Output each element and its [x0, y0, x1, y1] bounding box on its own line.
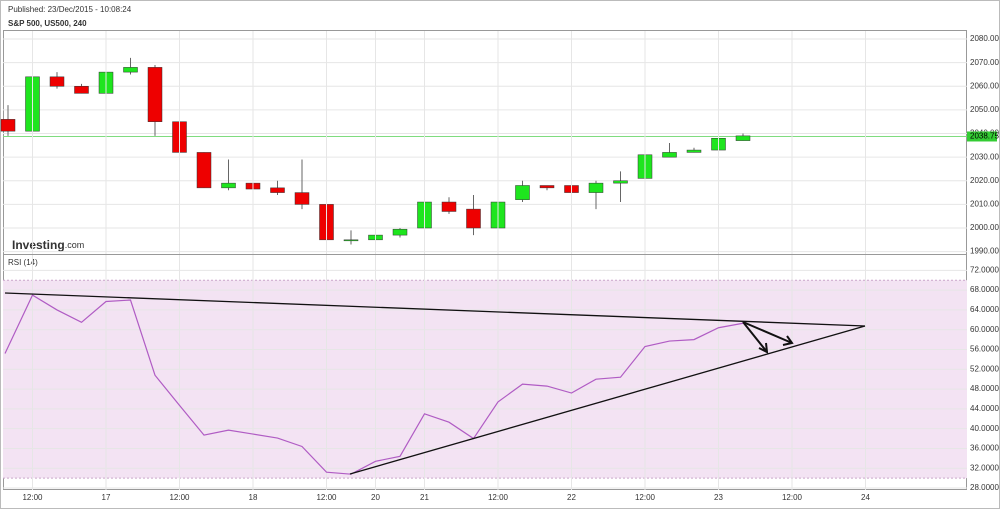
candle-body: [123, 67, 138, 73]
candle-body: [221, 182, 236, 189]
x-tick-label: 12:00: [488, 493, 509, 502]
x-tick-label: 12:00: [635, 493, 656, 502]
candle-body: [392, 228, 408, 236]
logo-suffix: .com: [65, 240, 85, 250]
trendline: [4, 292, 866, 327]
chart-title: S&P 500, US500, 240: [8, 19, 87, 28]
candle-body: [343, 239, 359, 242]
candle-body: [196, 152, 212, 189]
x-tick-label: 23: [714, 493, 723, 502]
y-tick-label: 2010.00: [970, 200, 999, 209]
x-tick-label: 12:00: [316, 493, 337, 502]
y-tick-label: 2070.00: [970, 58, 999, 67]
x-tick-label: 21: [420, 493, 429, 502]
logo: Investing.com: [12, 238, 84, 252]
logo-name: Investing: [12, 238, 65, 252]
current-price-tag: [967, 131, 997, 142]
plot-border: [3, 30, 967, 490]
y-tick-label: 2050.00: [970, 105, 999, 114]
candle-body: [588, 182, 604, 193]
y-tick-label: 68.0000: [970, 285, 999, 294]
y-tick-label: 2080.00: [970, 34, 999, 43]
y-tick-label: 2000.00: [970, 223, 999, 232]
x-tick-label: 18: [249, 493, 258, 502]
y-tick-label: 72.0000: [970, 265, 999, 274]
y-tick-label: 44.0000: [970, 404, 999, 413]
x-tick-label: 12:00: [169, 493, 190, 502]
arrow: [742, 321, 794, 346]
y-tick-label: 52.0000: [970, 364, 999, 373]
trendline: [349, 325, 866, 475]
candle-body: [662, 152, 677, 158]
candle-body: [686, 149, 702, 153]
y-tick-label: 64.0000: [970, 305, 999, 314]
y-tick-label: 36.0000: [970, 444, 999, 453]
y-tick-label: 40.0000: [970, 424, 999, 433]
published: Published: 23/Dec/2015 - 10:08:24: [8, 5, 132, 14]
trendlines: [4, 292, 866, 475]
candle-body: [539, 185, 555, 189]
x-tick-label: 12:00: [782, 493, 803, 502]
y-tick-label: 28.0000: [970, 483, 999, 492]
y-tick-label: 2060.00: [970, 81, 999, 90]
rsi-band: [3, 280, 967, 479]
candle-body: [0, 119, 16, 132]
y-tick-label: 2020.00: [970, 176, 999, 185]
candle-body: [74, 86, 89, 94]
y-tick-label: 2030.00: [970, 152, 999, 161]
rsi-line: [4, 294, 744, 475]
y-tick-label: 48.0000: [970, 384, 999, 393]
x-tick-label: 22: [567, 493, 576, 502]
y-tick-label: 56.0000: [970, 345, 999, 354]
y-tick-label: 1990.00: [970, 247, 999, 256]
x-tick-label: 17: [102, 493, 111, 502]
arrow: [742, 321, 769, 354]
y-tick-label: 32.0000: [970, 463, 999, 472]
candle-body: [270, 187, 285, 193]
x-tick-label: 12:00: [22, 493, 43, 502]
x-tick-label: 20: [371, 493, 380, 502]
candle-body: [441, 201, 457, 212]
candle-body: [294, 192, 310, 205]
current-price-label: 2038.75: [970, 132, 999, 141]
rsi-title: RSI (14): [8, 258, 38, 267]
candle-body: [515, 185, 530, 200]
candle-body: [466, 208, 481, 229]
marks: 2080.002070.002060.002050.002040.002030.…: [0, 31, 999, 502]
candle-body: [147, 67, 163, 122]
candle-body: [49, 76, 65, 87]
candle-body: [735, 135, 751, 141]
x-tick-label: 24: [861, 493, 870, 502]
y-tick-label: 60.0000: [970, 325, 999, 334]
candle-body: [613, 180, 628, 184]
